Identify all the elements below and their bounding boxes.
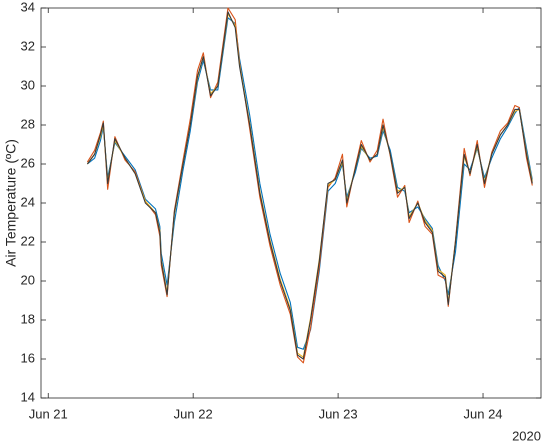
x-tick-label: Jun 22 — [174, 406, 213, 421]
y-tick-label: 24 — [21, 194, 35, 209]
y-tick-label: 16 — [21, 350, 35, 365]
y-tick-label: 26 — [21, 155, 35, 170]
axes-box — [40, 7, 542, 399]
x-tick-label: Jun 23 — [319, 406, 358, 421]
y-tick-label: 18 — [21, 311, 35, 326]
x-secondary-label: 2020 — [512, 428, 541, 443]
y-tick-label: 20 — [21, 272, 35, 287]
series-line — [86, 11, 533, 360]
y-tick-label: 32 — [21, 38, 35, 53]
y-tick-label: 22 — [21, 233, 35, 248]
y-tick-label: 14 — [21, 389, 35, 404]
x-tick-label: Jun 24 — [464, 406, 503, 421]
y-tick-label: 34 — [21, 0, 35, 14]
y-tick-label: 30 — [21, 77, 35, 92]
y-axis-label: Air Temperature (ºC) — [3, 139, 19, 267]
x-tick-label: Jun 21 — [29, 406, 68, 421]
y-tick-label: 28 — [21, 116, 35, 131]
